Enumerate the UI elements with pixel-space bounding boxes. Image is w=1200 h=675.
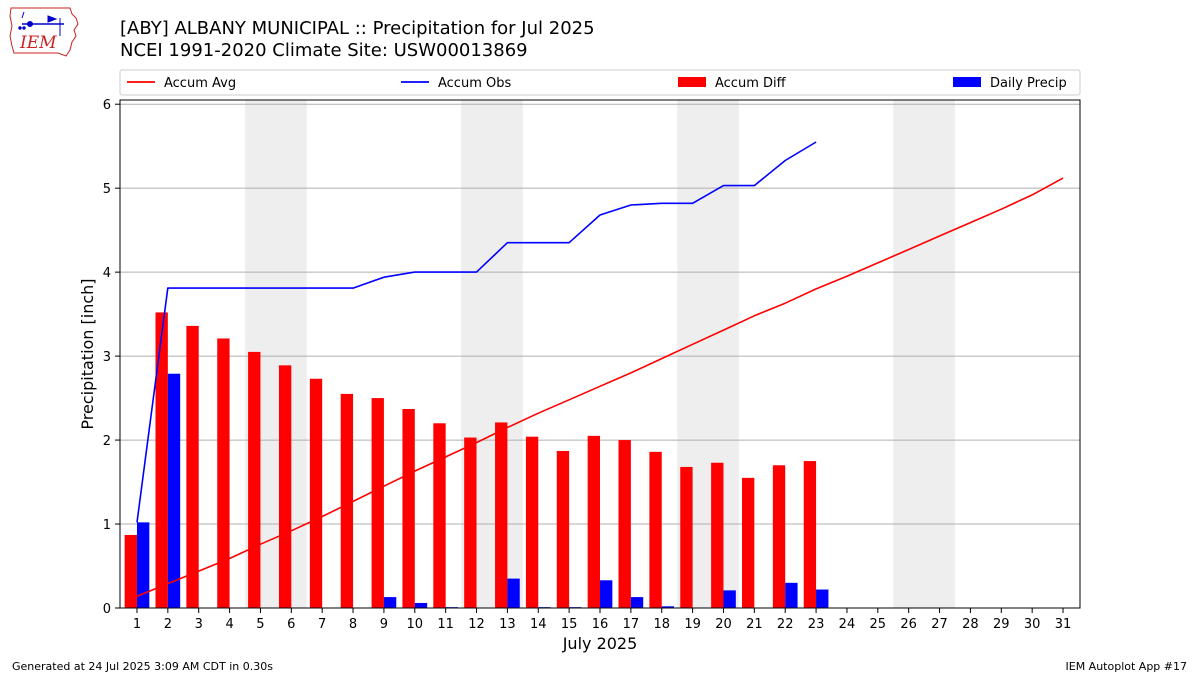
y-axis-label: Precipitation [inch] <box>78 278 97 429</box>
accum-diff-bar <box>278 365 292 608</box>
x-tick-label: 28 <box>962 617 979 632</box>
x-tick-label: 3 <box>195 617 203 632</box>
title-line-2: NCEI 1991-2020 Climate Site: USW00013869 <box>120 40 528 61</box>
accum-diff-bar <box>680 466 693 608</box>
daily-precip-bar <box>167 373 181 608</box>
x-tick-label: 25 <box>870 617 887 632</box>
legend-swatch-accum-diff <box>678 77 706 87</box>
x-tick-label: 17 <box>623 617 640 632</box>
x-axis-label: July 2025 <box>562 634 638 653</box>
accum-diff-bar <box>309 378 323 608</box>
accum-diff-bar <box>402 408 415 608</box>
x-tick-label: 15 <box>561 617 578 632</box>
accum-diff-bar <box>155 312 168 608</box>
x-tick-label: 7 <box>318 617 326 632</box>
x-tick-label: 12 <box>468 617 485 632</box>
x-tick-label: 18 <box>653 617 670 632</box>
x-tick-label: 22 <box>777 617 794 632</box>
x-tick-label: 10 <box>407 617 424 632</box>
x-tick-label: 21 <box>746 617 763 632</box>
accum-diff-bar <box>217 338 230 608</box>
accum-diff-bar <box>741 477 755 608</box>
y-tick-label: 2 <box>103 434 111 449</box>
app-label: IEM Autoplot App #17 <box>1065 660 1188 673</box>
daily-precip-bar <box>136 522 150 608</box>
chart-title: [ABY] ALBANY MUNICIPAL :: Precipitation … <box>120 18 595 62</box>
daily-precip-bar <box>630 597 644 608</box>
x-tick-label: 27 <box>931 617 948 632</box>
legend-swatch-daily-precip <box>953 77 981 87</box>
daily-precip-bar <box>414 602 428 608</box>
x-tick-label: 9 <box>380 617 388 632</box>
legend-label-accum-avg: Accum Avg <box>164 76 236 91</box>
daily-precip-bar <box>723 590 736 608</box>
daily-precip-bar <box>507 578 520 608</box>
x-tick-label: 5 <box>256 617 264 632</box>
accum-diff-bar <box>711 462 724 608</box>
accum-avg-line <box>136 177 1064 597</box>
accum-diff-bar <box>495 422 508 608</box>
generated-timestamp: Generated at 24 Jul 2025 3:09 AM CDT in … <box>12 660 273 673</box>
daily-precip-bar <box>383 597 397 608</box>
x-tick-label: 14 <box>530 617 547 632</box>
accum-diff-bar <box>772 465 786 608</box>
accum-diff-bar <box>618 440 631 608</box>
x-tick-label: 4 <box>225 617 233 632</box>
state-outline-icon <box>9 7 79 57</box>
daily-precip-bar <box>661 606 675 608</box>
accum-diff-bar <box>803 461 817 608</box>
accum-diff-bar <box>556 450 570 608</box>
weather-instrument-icon <box>18 11 64 36</box>
legend-label-accum-obs: Accum Obs <box>438 76 511 91</box>
x-tick-label: 16 <box>592 617 609 632</box>
x-tick-label: 30 <box>1024 617 1041 632</box>
legend-frame <box>119 69 1081 96</box>
accum-diff-bar <box>340 393 354 608</box>
legend: Accum Avg Accum Obs Accum Diff Daily Precip <box>119 69 1081 96</box>
x-tick-label: 29 <box>993 617 1010 632</box>
x-tick-label: 11 <box>437 617 454 632</box>
accum-obs-line <box>136 141 817 523</box>
daily-precip-bar <box>600 580 613 608</box>
accum-diff-bar <box>371 398 384 608</box>
y-tick-label: 3 <box>103 350 111 365</box>
x-tick-label: 8 <box>349 617 357 632</box>
accum-diff-bar <box>433 423 446 608</box>
accum-diff-bar <box>587 435 600 608</box>
y-tick-label: 4 <box>103 266 111 281</box>
title-line-1: [ABY] ALBANY MUNICIPAL :: Precipitation … <box>120 18 595 39</box>
logo-text: IEM <box>19 33 57 53</box>
legend-label-accum-diff: Accum Diff <box>715 76 787 91</box>
x-tick-label: 6 <box>287 617 295 632</box>
x-tick-label: 1 <box>133 617 141 632</box>
daily-precip-bar <box>816 589 829 608</box>
y-tick-label: 5 <box>103 182 111 197</box>
y-tick-label: 1 <box>103 518 111 533</box>
y-tick-label: 0 <box>103 602 111 617</box>
x-tick-label: 20 <box>715 617 732 632</box>
legend-label-daily-precip: Daily Precip <box>990 76 1067 91</box>
x-tick-label: 13 <box>499 617 516 632</box>
x-tick-label: 2 <box>164 617 172 632</box>
accum-diff-bar <box>464 437 477 608</box>
accum-diff-bar <box>124 534 137 608</box>
x-tick-label: 19 <box>684 617 701 632</box>
weekend-band <box>893 100 955 608</box>
accum-diff-bar <box>186 325 199 608</box>
x-tick-label: 23 <box>808 617 825 632</box>
accum-diff-bar <box>248 351 261 608</box>
y-tick-label: 6 <box>103 98 111 113</box>
x-tick-label: 26 <box>900 617 917 632</box>
iem-logo: IEM <box>9 7 79 57</box>
accum-diff-bar <box>649 451 662 608</box>
accum-diff-bar <box>525 436 539 608</box>
daily-precip-bar <box>785 582 798 608</box>
x-tick-label: 24 <box>839 617 856 632</box>
x-tick-label: 31 <box>1055 617 1072 632</box>
